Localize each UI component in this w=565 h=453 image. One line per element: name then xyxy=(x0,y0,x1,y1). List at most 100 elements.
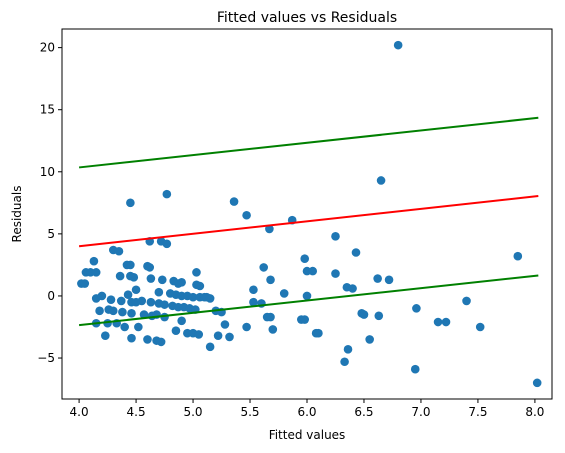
x-axis: 4.0 4.5 5.0 5.5 6.0 6.5 7.0 7.5 8.0 xyxy=(70,399,544,419)
x-tick-label-5: 6.5 xyxy=(354,405,373,419)
x-tick-label-2: 5.0 xyxy=(183,405,202,419)
data-point-109 xyxy=(340,357,349,367)
trend-line-1 xyxy=(78,195,539,248)
data-point-5 xyxy=(91,268,101,277)
data-point-88 xyxy=(249,285,258,295)
y-tick-label-4: 15 xyxy=(40,103,55,117)
trend-line-2 xyxy=(78,274,539,327)
data-point-100 xyxy=(300,254,310,263)
data-point-40 xyxy=(146,274,156,283)
data-point-51 xyxy=(160,300,169,309)
y-axis-label: Residuals xyxy=(10,186,24,243)
data-point-52 xyxy=(162,189,172,199)
data-point-25 xyxy=(126,260,135,270)
data-point-86 xyxy=(242,210,251,220)
y-tick-label-1: 0 xyxy=(47,289,55,303)
x-tick-label-8: 8.0 xyxy=(525,405,544,419)
data-point-81 xyxy=(213,331,223,340)
data-point-39 xyxy=(145,263,155,272)
data-point-123 xyxy=(412,304,421,313)
x-tick-label-3: 5.5 xyxy=(240,405,259,419)
data-point-74 xyxy=(195,281,205,291)
data-point-96 xyxy=(268,325,278,334)
data-point-8 xyxy=(95,306,104,316)
data-point-34 xyxy=(137,296,147,306)
data-point-33 xyxy=(134,322,143,332)
data-point-78 xyxy=(205,342,215,352)
data-point-83 xyxy=(220,320,230,329)
data-point-127 xyxy=(475,322,485,332)
data-point-125 xyxy=(441,317,451,327)
data-point-107 xyxy=(331,232,340,241)
data-point-115 xyxy=(359,310,369,319)
data-point-13 xyxy=(106,295,116,304)
data-point-118 xyxy=(374,311,384,321)
x-tick-label-7: 7.5 xyxy=(468,405,487,419)
data-point-4 xyxy=(89,256,99,266)
data-point-103 xyxy=(302,291,312,301)
data-point-45 xyxy=(154,287,164,297)
x-tick-label-4: 6.0 xyxy=(297,405,316,419)
x-tick-label-0: 4.0 xyxy=(70,405,89,419)
data-point-9 xyxy=(97,291,107,301)
y-tick-label-0: −5 xyxy=(37,351,55,365)
data-point-106 xyxy=(314,328,323,338)
data-point-68 xyxy=(188,292,198,302)
data-point-35 xyxy=(139,310,149,319)
data-point-84 xyxy=(225,332,234,342)
data-point-63 xyxy=(177,316,186,326)
trend-line-0 xyxy=(78,116,539,169)
data-point-15 xyxy=(108,306,118,316)
data-point-19 xyxy=(116,296,126,306)
data-point-41 xyxy=(146,297,156,307)
data-point-73 xyxy=(194,330,204,339)
data-point-119 xyxy=(376,176,386,185)
y-tick-label-5: 20 xyxy=(40,41,55,55)
data-point-1 xyxy=(80,279,90,288)
data-point-129 xyxy=(532,378,542,388)
data-point-124 xyxy=(433,317,443,327)
data-point-120 xyxy=(384,275,394,285)
data-point-104 xyxy=(308,266,318,276)
data-point-85 xyxy=(229,197,239,206)
plot-area xyxy=(77,40,542,388)
data-point-71 xyxy=(192,268,201,277)
data-point-117 xyxy=(373,274,382,283)
data-point-24 xyxy=(126,198,135,208)
chart-title: Fitted values vs Residuals xyxy=(217,10,397,26)
data-point-79 xyxy=(205,294,215,303)
x-tick-label-6: 7.0 xyxy=(411,405,430,419)
data-point-97 xyxy=(279,289,289,298)
data-point-122 xyxy=(410,364,420,374)
data-point-101 xyxy=(300,315,310,324)
data-point-21 xyxy=(120,322,129,332)
data-point-37 xyxy=(143,335,152,344)
data-point-87 xyxy=(242,322,251,332)
data-point-58 xyxy=(171,326,181,336)
data-point-89 xyxy=(249,297,258,307)
data-point-126 xyxy=(462,296,471,306)
data-point-128 xyxy=(513,251,523,261)
x-tick-label-1: 4.5 xyxy=(127,405,146,419)
x-axis-label: Fitted values xyxy=(269,428,346,442)
data-point-112 xyxy=(348,284,357,293)
y-tick-label-3: 10 xyxy=(40,165,55,179)
data-point-108 xyxy=(331,269,340,278)
data-point-61 xyxy=(177,277,186,287)
y-tick-label-2: 5 xyxy=(47,227,55,241)
data-point-23 xyxy=(123,290,133,300)
data-point-113 xyxy=(351,248,361,257)
data-point-95 xyxy=(266,312,275,322)
data-point-93 xyxy=(265,224,274,234)
data-point-116 xyxy=(365,335,374,344)
data-point-94 xyxy=(266,275,275,285)
data-point-30 xyxy=(129,273,139,282)
data-point-91 xyxy=(259,263,269,272)
data-point-31 xyxy=(131,285,141,295)
data-point-121 xyxy=(393,40,403,50)
data-point-53 xyxy=(162,239,172,249)
plot-frame xyxy=(61,28,553,400)
data-point-10 xyxy=(101,331,110,340)
data-point-29 xyxy=(127,333,136,343)
